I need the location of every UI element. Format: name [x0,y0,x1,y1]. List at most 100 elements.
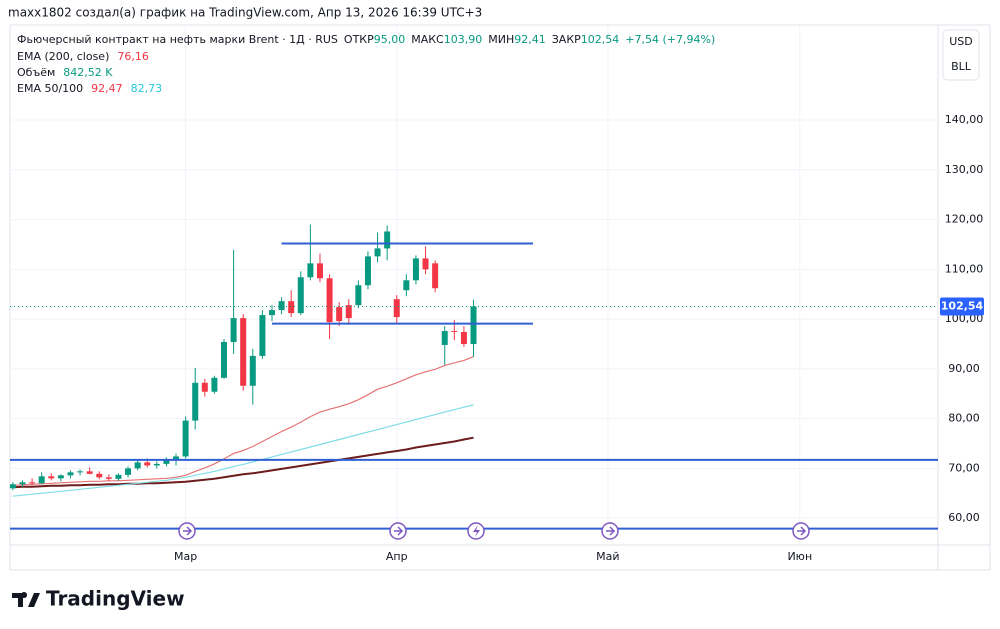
y-tick-label: 90,00 [948,362,980,375]
chart-frame [9,24,991,571]
indicator-value: 92,47 [91,82,123,95]
price-tag-label: 102,54 [941,299,984,312]
low-name: МИН [488,33,514,46]
plot [9,224,938,540]
high-name: МАКС [411,33,444,46]
event-icon-arrow [606,526,616,536]
indicator-name: EMA 50/100 [17,82,83,95]
close-value: 102,54 [581,33,620,46]
candle-body [211,377,218,392]
candle-body [240,318,247,386]
candle-body [86,471,93,474]
candle-body [345,305,352,319]
candle-body [9,484,16,489]
unit-button[interactable]: BLL [951,60,972,73]
candle-body [19,482,26,485]
legend-main: Фьючерсный контракт на нефть марки Brent… [17,33,715,46]
x-tick-label: Июн [787,550,812,563]
candle-body [403,280,410,291]
ema-line [12,356,474,486]
close-name: ЗАКР [552,33,581,46]
candle-body [29,482,36,484]
candle-body [374,248,381,257]
candle-body [451,331,458,333]
y-tick-label: 60,00 [948,511,980,524]
brand: TradingView [46,587,185,611]
candle-body [470,306,477,344]
high-value: 103,90 [444,33,483,46]
candle-body [288,301,295,314]
candle-body [432,263,439,289]
event-icon-arrow [797,526,807,536]
legend-ema50100: EMA 50/100 92,47 82,73 [17,82,162,95]
candle-body [134,462,141,469]
currency-button[interactable]: USD [949,35,973,48]
candle-body [115,474,122,479]
candle-body [173,456,180,461]
grid [10,25,938,545]
candle-body [249,355,256,386]
candle-body [67,472,74,476]
candle-body [297,277,304,314]
legend-ema200: EMA (200, close) 76,16 [17,50,149,63]
candle-body [268,310,275,316]
candle-body [96,473,103,478]
candle-body [153,463,160,466]
indicator-name: Объём [17,66,55,79]
candle-body [364,256,371,286]
candle-body [192,382,199,421]
x-tick-label: Мар [174,550,197,563]
indicator-value: 842,52 K [63,66,113,79]
candle-body [48,476,55,479]
candle-body [307,263,314,278]
symbol: Фьючерсный контракт на нефть марки Brent… [17,33,338,46]
candle-body [412,258,419,281]
event-icon-arrow [183,526,193,536]
y-tick-label: 130,00 [945,163,984,176]
candle-body [163,460,170,464]
indicator-value: 82,73 [131,82,163,95]
candle-body [57,475,64,479]
logo-icon [12,592,40,607]
candle-body [336,307,343,322]
y-tick-label: 140,00 [945,113,984,126]
candle-body [105,477,112,479]
candle-body [278,301,285,311]
logo: TradingView [12,587,185,611]
change: +7,54 (+7,94%) [625,33,715,46]
candle-body [182,420,189,457]
candle-body [201,382,208,392]
candle-body [77,471,84,473]
unit-box [942,29,980,81]
ema-line [12,436,474,489]
indicator-value: 76,16 [117,50,149,63]
candle-body [393,299,400,318]
open-name: ОТКР [344,33,374,46]
y-tick-label: 110,00 [945,262,984,275]
x-tick-label: Апр [386,550,408,563]
event-icon-bolt [473,525,480,537]
x-tick-label: Май [596,550,619,563]
indicator-name: EMA (200, close) [17,50,109,63]
candle-body [38,476,45,484]
candle-body [316,263,323,279]
low-value: 92,41 [514,33,546,46]
legend-volume: Объём 842,52 K [17,66,113,79]
candle-body [230,318,237,342]
price-tag [940,297,984,316]
candle-body [460,332,467,344]
y-tick-label: 70,00 [948,461,980,474]
candle-body [326,278,333,323]
y-tick-label: 120,00 [945,213,984,226]
ema-line [12,404,474,497]
candle-body [441,331,448,345]
candle-body [125,468,132,475]
caption: maxx1802 создал(а) график на TradingView… [8,6,482,20]
y-tick-label: 80,00 [948,412,980,425]
candle-body [144,462,151,466]
candle-body [221,341,228,378]
open-value: 95,00 [374,33,406,46]
event-icon-arrow [394,526,404,536]
